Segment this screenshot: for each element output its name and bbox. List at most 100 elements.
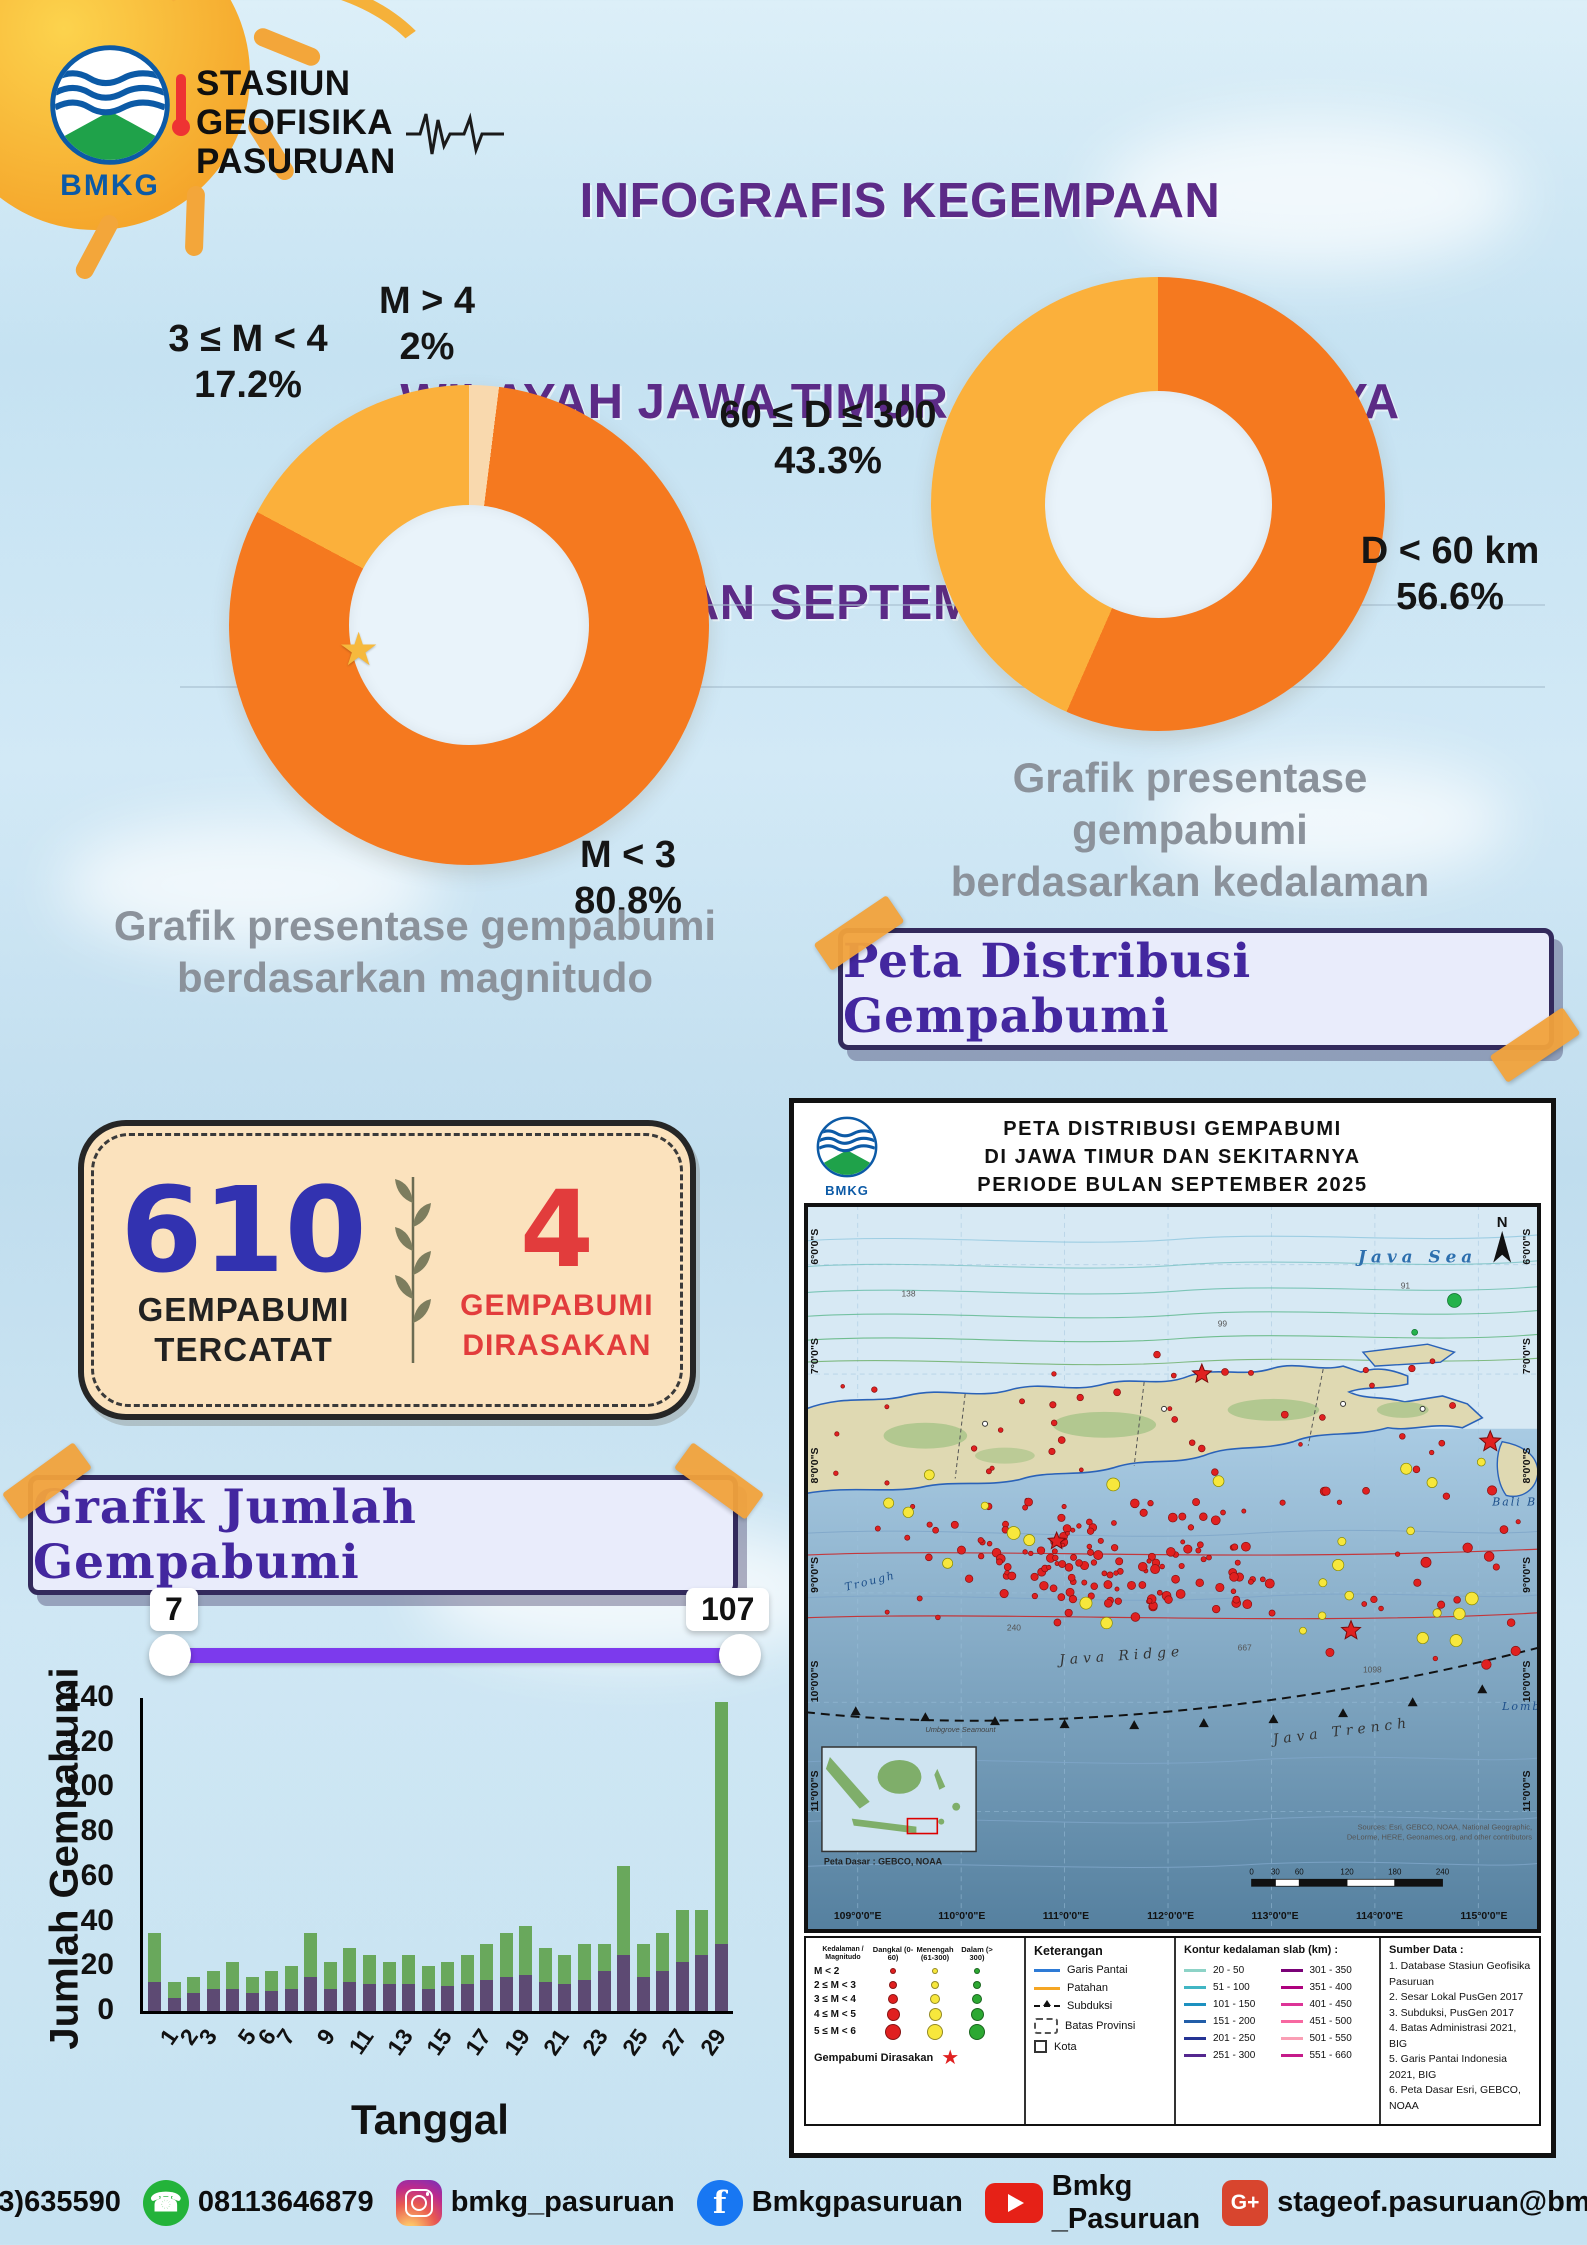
bar-date-8: [284, 1966, 298, 2011]
distribution-map-card: BMKG PETA DISTRIBUSI GEMPABUMI DI JAWA T…: [789, 1098, 1556, 2158]
date-range-slider-track[interactable]: [168, 1648, 742, 1663]
magnitude-low-label: M < 3 80.8%: [574, 834, 682, 922]
bmkg-logo: BMKG: [46, 44, 174, 203]
contact-phone[interactable]: ☎(0343)635590: [0, 2186, 121, 2218]
bar-date-1: [148, 1932, 161, 2011]
bar-date-4: [206, 1970, 220, 2011]
svg-text:1098: 1098: [1363, 1664, 1382, 1674]
legend-magnitude-table: Kedalaman / Magnitudo Dangkal (0-60) Menen…: [814, 1944, 1016, 2041]
bmkg-logo-icon: [49, 44, 171, 166]
svg-text:0: 0: [1249, 1867, 1254, 1876]
svg-text:7°0'0"S: 7°0'0"S: [810, 1338, 821, 1374]
svg-text:180: 180: [1388, 1867, 1402, 1876]
svg-text:8°0'0"S: 8°0'0"S: [810, 1447, 821, 1483]
station-line1: STASIUN: [196, 64, 351, 103]
recorded-stat: 610 GEMPABUMI TERCATAT: [120, 1161, 367, 1368]
felt-count: 4: [520, 1168, 594, 1291]
legend-sumber-column: Sumber Data : 1. Database Stasiun Geofis…: [1381, 1938, 1539, 2124]
bar-plot: [140, 1698, 733, 2014]
felt-stat: 4 GEMPABUMI DIRASAKAN: [460, 1168, 654, 1363]
chart-banner-text: Grafik Jumlah Gempabumi: [33, 1480, 417, 1590]
legend-felt-row: Gempabumi Dirasakan ★: [814, 2047, 960, 2069]
map-land: [806, 1343, 1539, 1497]
svg-text:9°0'0"S: 9°0'0"S: [1522, 1557, 1533, 1593]
line-decoration: [235, 604, 1545, 606]
recorded-count: 610: [120, 1161, 367, 1299]
bar-xlabels: 1 2 3 5 6 7 9 11 13 15 17 19 21 23 25 27 29: [154, 2024, 731, 2060]
svg-text:30: 30: [1271, 1867, 1280, 1876]
map-banner: Peta Distribusi Gempabumi: [813, 895, 1581, 1083]
bar-date-25: [617, 1865, 631, 2011]
bar-date-9: [304, 1932, 318, 2011]
svg-text:240: 240: [1007, 1623, 1021, 1633]
svg-text:91: 91: [1401, 1281, 1411, 1291]
page-title-line1: INFOGRAFIS KEGEMPAAN: [579, 174, 1221, 228]
quake-dots: [833, 1293, 1521, 1670]
svg-text:N: N: [1497, 1215, 1508, 1231]
chart-banner: Grafik Jumlah Gempabumi: [1, 1442, 765, 1595]
magnitude-mid-label: 3 ≤ M < 4 17.2%: [168, 318, 328, 406]
svg-text:114°0'0"E: 114°0'0"E: [1356, 1911, 1403, 1922]
subduction-line: [806, 1646, 1539, 1730]
sun-ray: [184, 185, 206, 257]
svg-text:112°0'0"E: 112°0'0"E: [1147, 1911, 1194, 1922]
slider-right-handle[interactable]: [719, 1634, 761, 1676]
gplus-icon: G+: [1222, 2179, 1269, 2226]
contact-gplus[interactable]: G+stageof.pasuruan@bmkg.go.id: [1222, 2179, 1587, 2226]
fault-lines: [806, 1548, 1539, 1620]
bali-basin-label: Bali Bas: [1491, 1495, 1541, 1508]
contact-instagram[interactable]: bmkg_pasuruan: [395, 2179, 675, 2226]
bar-date-27: [656, 1932, 670, 2011]
magnitude-chart-caption: Grafik presentase gempabumi berdasarkan m…: [113, 902, 717, 1001]
sumber-list: 1. Database Stasiun Geofisika Pasuruan 2.…: [1389, 1960, 1531, 2112]
legend-keterangan-column: Keterangan Garis Pantai Patahan Subduksi Ba…: [1026, 1938, 1176, 2124]
map-scalebar: 0 30 60 120 180 240: [1249, 1867, 1450, 1887]
distribution-map: Java Sea Bali Bas Trough Java Ridge Java…: [804, 1203, 1541, 1933]
bar-date-16: [441, 1961, 455, 2011]
slider-left-handle[interactable]: [149, 1634, 191, 1676]
depth-shallow-label: D < 60 km 56.6%: [1360, 530, 1540, 618]
coastline-symbol: [1034, 1968, 1060, 1972]
subduction-symbol: [1034, 2000, 1060, 2007]
province-borders: [954, 1369, 1324, 1479]
svg-text:111°0'0"E: 111°0'0"E: [1043, 1911, 1089, 1922]
bar-date-28: [675, 1910, 689, 2011]
facebook-icon: f: [696, 2179, 743, 2226]
seismogram-icon: [405, 112, 504, 156]
bar-date-3: [187, 1977, 201, 2011]
bar-date-7: [265, 1970, 279, 2011]
graticule: [806, 1205, 1539, 1931]
cloud-decoration: [1150, 760, 1510, 880]
contact-youtube[interactable]: Bmkg _Pasuruan: [984, 2170, 1200, 2236]
station-line2: GEOFISIKA: [196, 103, 394, 142]
station-line3: PASURUAN: [196, 142, 396, 181]
inset-map: Peta Dasar : GEBCO, NOAA: [821, 1746, 977, 1866]
svg-text:115°0'0"E: 115°0'0"E: [1460, 1911, 1507, 1922]
contact-facebook[interactable]: f Bmkgpasuruan: [696, 2179, 963, 2226]
bar-yticks: 0 20 40 60 80 100 120 140: [63, 1680, 114, 2026]
inset-caption: Peta Dasar : GEBCO, NOAA: [824, 1856, 943, 1866]
wheat-divider-icon: [395, 1177, 432, 1363]
cloud-decoration: [1100, 120, 1520, 270]
svg-text:110°0'0"E: 110°0'0"E: [938, 1911, 985, 1922]
footer-contacts: ☎(0343)635590☎08113646879bmkg_pasuruanfB…: [0, 2160, 1587, 2245]
bmkg-logo-text: BMKG: [60, 169, 160, 202]
youtube-icon: [984, 2182, 1043, 2223]
map-axis-labels: 109°0'0"E 110°0'0"E 111°0'0"E 112°0'0"E 113°…: [810, 1229, 1533, 1922]
map-bmkg-logo-text: BMKG: [825, 1183, 869, 1198]
bar-date-6: [245, 1977, 259, 2011]
contact-whatsapp[interactable]: ☎ 08113646879: [142, 2179, 374, 2226]
map-legend: Kedalaman / Magnitudo Dangkal (0-60) Menen…: [804, 1936, 1541, 2126]
svg-text:6°0'0"S: 6°0'0"S: [1522, 1229, 1533, 1265]
bar-date-11: [343, 1948, 357, 2011]
bar-date-23: [578, 1943, 592, 2011]
felt-star-legend-icon: ★: [941, 2047, 960, 2069]
java-sea-label: Java Sea: [1355, 1247, 1477, 1267]
north-arrow-icon: N: [1493, 1215, 1512, 1263]
svg-text:99: 99: [1218, 1318, 1228, 1328]
city-symbol: [1034, 2040, 1047, 2053]
svg-text:120: 120: [1340, 1867, 1354, 1876]
bar-date-26: [636, 1943, 650, 2011]
bar-date-5: [226, 1961, 240, 2011]
bar-date-24: [597, 1943, 611, 2011]
